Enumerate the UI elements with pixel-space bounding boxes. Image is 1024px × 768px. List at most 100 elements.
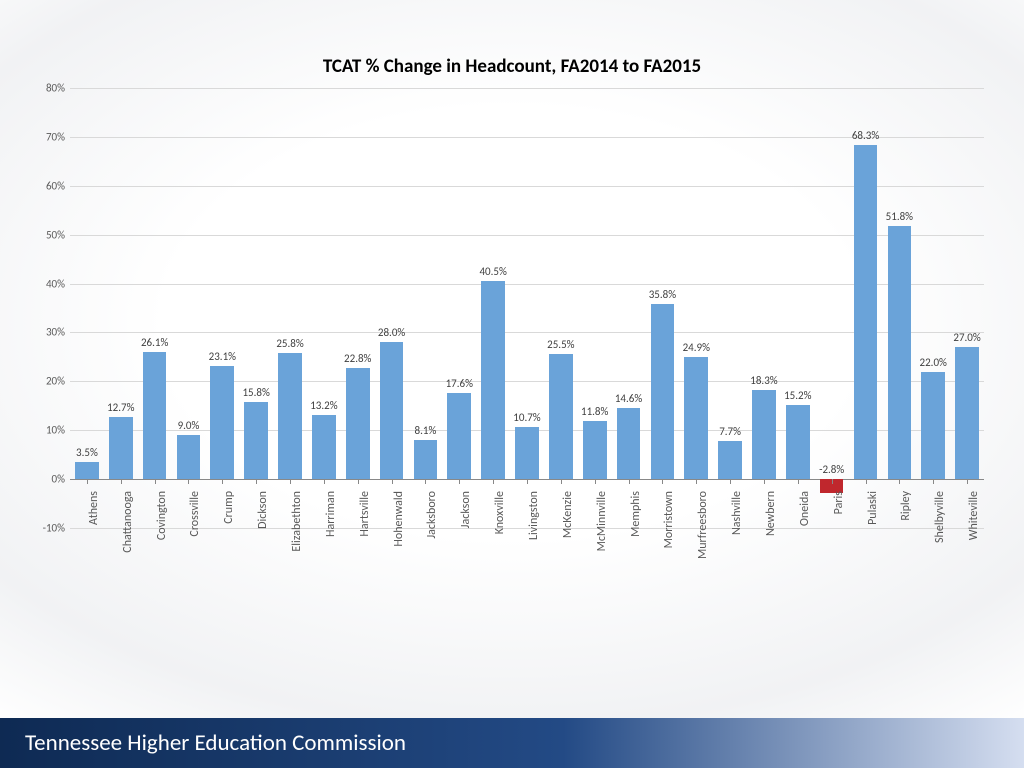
bar-slot: 51.8% Ripley xyxy=(882,88,916,528)
bar-value-label: 25.5% xyxy=(547,338,574,351)
bar-slot: 25.5%McKenzie xyxy=(544,88,578,528)
bar xyxy=(312,415,336,480)
x-axis-label: Knoxville xyxy=(493,491,507,534)
x-axis-label: Elizabethton xyxy=(290,491,304,552)
x-tick xyxy=(561,479,562,484)
bar xyxy=(481,281,505,479)
footer-bar: Tennessee Higher Education Commission xyxy=(0,718,1024,768)
bar xyxy=(210,366,234,479)
bar-slot: 24.9%Murfreesboro xyxy=(679,88,713,528)
bar-slot: 35.8%Morristown xyxy=(645,88,679,528)
bar xyxy=(244,402,268,479)
y-tick-label: 80% xyxy=(30,82,65,95)
bar-slot: 25.8%Elizabethton xyxy=(273,88,307,528)
x-axis-label: Oneida xyxy=(798,491,812,526)
bar-slot: 27.0%Whiteville xyxy=(950,88,984,528)
bar-value-label: -2.8% xyxy=(819,463,844,476)
x-axis-label: Shelbyville xyxy=(933,491,947,543)
y-tick-label: 70% xyxy=(30,130,65,143)
bar-value-label: 17.6% xyxy=(446,377,473,390)
x-axis-label: Nashville xyxy=(730,491,744,535)
x-tick xyxy=(696,479,697,484)
x-tick xyxy=(595,479,596,484)
x-tick xyxy=(933,479,934,484)
bar-value-label: 15.8% xyxy=(242,386,269,399)
bar-value-label: 14.6% xyxy=(615,392,642,405)
x-tick xyxy=(392,479,393,484)
bar xyxy=(955,347,979,479)
footer-text: Tennessee Higher Education Commission xyxy=(25,729,406,757)
bar-value-label: 15.2% xyxy=(784,389,811,402)
slide-background: TCAT % Change in Headcount, FA2014 to FA… xyxy=(0,0,1024,718)
x-tick xyxy=(832,479,833,484)
x-tick xyxy=(358,479,359,484)
bar-slot: 40.5%Knoxville xyxy=(476,88,510,528)
bar xyxy=(515,427,539,479)
x-axis-label: Jacksboro xyxy=(425,491,439,539)
bar-value-label: 22.0% xyxy=(920,356,947,369)
x-tick xyxy=(222,479,223,484)
x-tick xyxy=(459,479,460,484)
x-axis-label: Athens xyxy=(87,491,101,525)
x-axis-label: Memphis xyxy=(629,491,643,537)
chart-title: TCAT % Change in Headcount, FA2014 to FA… xyxy=(30,55,994,78)
bar-slot: 18.3%Newbern xyxy=(747,88,781,528)
bar xyxy=(888,226,912,479)
bar-slot: 28.0%Hohenwald xyxy=(375,88,409,528)
bar xyxy=(447,393,471,479)
bar-slot: -2.8%Paris xyxy=(815,88,849,528)
bar-value-label: 26.1% xyxy=(141,336,168,349)
bar xyxy=(617,408,641,479)
x-axis-label: Dickson xyxy=(256,491,270,529)
bar xyxy=(346,368,370,479)
x-tick xyxy=(764,479,765,484)
bar xyxy=(109,417,133,479)
bar xyxy=(921,372,945,480)
x-axis-label: Newbern xyxy=(764,491,778,536)
x-tick xyxy=(899,479,900,484)
x-tick xyxy=(121,479,122,484)
bar-slot: 68.3% Pulaski xyxy=(849,88,883,528)
bar-value-label: 13.2% xyxy=(310,399,337,412)
x-tick xyxy=(798,479,799,484)
bar-value-label: 23.1% xyxy=(209,350,236,363)
bar-value-label: 7.7% xyxy=(719,425,741,438)
x-axis-label: Crump xyxy=(222,491,236,524)
x-tick xyxy=(527,479,528,484)
x-axis-label: Harriman xyxy=(324,491,338,537)
x-axis-label: Ripley xyxy=(899,491,913,521)
bar xyxy=(549,354,573,479)
x-axis-label: Hohenwald xyxy=(392,491,406,547)
bar-slot: 14.6%Memphis xyxy=(612,88,646,528)
bar-slot: 3.5%Athens xyxy=(70,88,104,528)
x-tick xyxy=(967,479,968,484)
bar xyxy=(177,435,201,479)
bar xyxy=(684,357,708,479)
bar-slot: 22.8%Hartsville xyxy=(341,88,375,528)
bar-value-label: 10.7% xyxy=(513,411,540,424)
bar xyxy=(278,353,302,479)
x-tick xyxy=(662,479,663,484)
bar-value-label: 24.9% xyxy=(683,341,710,354)
x-tick xyxy=(730,479,731,484)
bar-value-label: 51.8% xyxy=(886,210,913,223)
x-tick xyxy=(290,479,291,484)
x-tick xyxy=(188,479,189,484)
bar-value-label: 27.0% xyxy=(953,331,980,344)
x-tick xyxy=(256,479,257,484)
bar xyxy=(414,440,438,480)
x-axis-label: McMinnville xyxy=(595,491,609,551)
y-tick-label: 60% xyxy=(30,179,65,192)
x-axis-label: Covington xyxy=(155,491,169,540)
bar-value-label: 68.3% xyxy=(852,129,879,142)
x-tick xyxy=(493,479,494,484)
x-axis-label: Pulaski xyxy=(866,491,880,525)
bar xyxy=(583,421,607,479)
plot-area: -10%0%10%20%30%40%50%60%70%80% 3.5%Athen… xyxy=(70,88,984,528)
y-tick-label: 40% xyxy=(30,277,65,290)
bar-slot: 15.2% Oneida xyxy=(781,88,815,528)
y-tick-label: 30% xyxy=(30,326,65,339)
x-tick xyxy=(629,479,630,484)
x-axis-label: Livingston xyxy=(527,491,541,540)
bar-slot: 11.8%McMinnville xyxy=(578,88,612,528)
